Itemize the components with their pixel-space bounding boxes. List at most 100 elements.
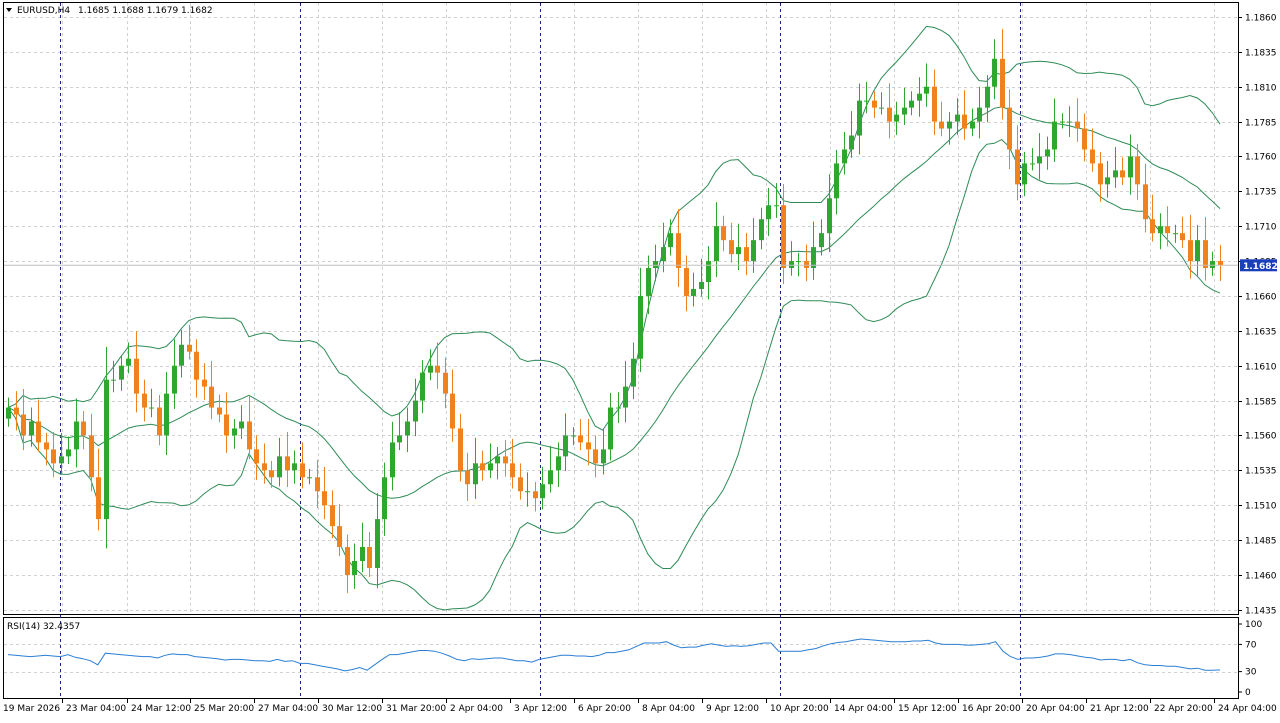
candle (405, 407, 410, 453)
price-tick-label: 1.1510 (1245, 502, 1277, 512)
candle (759, 207, 764, 250)
candle (360, 522, 365, 573)
candle (668, 219, 673, 256)
candle (1143, 163, 1148, 233)
candle (1052, 98, 1057, 163)
price-tick-label: 1.1460 (1245, 572, 1277, 582)
rsi-tick-label: 70 (1245, 640, 1257, 650)
time-tick-label: 14 Apr 04:00 (834, 704, 893, 714)
candle (382, 462, 387, 536)
candle (540, 466, 545, 510)
price-tick-label: 1.1710 (1245, 223, 1277, 233)
candle (616, 392, 621, 423)
candle (879, 92, 884, 115)
candle (924, 63, 929, 107)
candle (315, 459, 320, 508)
candle (804, 244, 809, 282)
candle (811, 221, 816, 280)
candle (1120, 157, 1125, 186)
rsi-panel[interactable] (3, 617, 1239, 699)
candle (1135, 143, 1140, 200)
candle (842, 132, 847, 175)
candle (1067, 106, 1072, 137)
candle (254, 435, 259, 481)
candle (262, 443, 267, 484)
candle (14, 391, 19, 431)
candle (593, 435, 598, 478)
ohlc-values: 1.1685 1.1688 1.1679 1.1682 (78, 6, 213, 16)
candle (1180, 216, 1185, 248)
candle (224, 392, 229, 453)
time-axis[interactable]: 19 Mar 2026 23 Mar 04:00 24 Mar 12:00 25 Ma… (0, 698, 1277, 714)
candles (4, 29, 1238, 594)
candle (992, 39, 997, 100)
candle (563, 413, 568, 472)
current-price-badge: 1.1682 (1240, 259, 1278, 272)
candle (510, 438, 515, 489)
candle (1165, 206, 1170, 247)
candle (277, 437, 282, 487)
triangle-down-icon[interactable] (6, 8, 12, 12)
candle (970, 108, 975, 137)
candle (955, 98, 960, 135)
candle (1022, 151, 1027, 197)
time-tick-label: 24 Apr 04:00 (1218, 704, 1277, 714)
rsi-tick-label: 100 (1245, 620, 1262, 630)
candle (495, 446, 500, 480)
candle (126, 342, 131, 374)
candle (503, 439, 508, 477)
candle (556, 442, 561, 488)
price-tick-label: 1.1560 (1245, 432, 1277, 442)
candle (179, 329, 184, 378)
candle (1203, 217, 1208, 281)
candle (473, 437, 478, 499)
price-tick-label: 1.1660 (1245, 293, 1277, 303)
candle (247, 394, 252, 460)
time-tick-label: 9 Apr 12:00 (706, 704, 759, 714)
candle (1075, 98, 1080, 142)
candle (849, 111, 854, 158)
candle (51, 431, 56, 478)
candle (827, 174, 832, 253)
candle (1210, 251, 1215, 276)
candle (917, 77, 922, 117)
candle (796, 252, 801, 277)
candle (985, 75, 990, 123)
candle (187, 324, 192, 360)
time-tick-label: 16 Apr 20:00 (962, 704, 1021, 714)
candle (119, 355, 124, 391)
candle (1007, 89, 1012, 170)
candle (1188, 214, 1193, 279)
candle (789, 241, 794, 276)
rsi-series (7, 638, 1221, 672)
candle (59, 433, 64, 474)
candle (729, 222, 734, 263)
price-tick-label: 1.1585 (1245, 398, 1277, 408)
candle (1158, 213, 1163, 250)
grid (4, 3, 1238, 673)
candle (6, 397, 11, 427)
candle (1218, 245, 1223, 282)
price-tick-label: 1.1735 (1245, 188, 1277, 198)
price-tick-label: 1.1835 (1245, 49, 1277, 59)
rsi-line (7, 638, 1221, 672)
candle (1173, 224, 1178, 243)
price-tick-label: 1.1760 (1245, 153, 1277, 163)
candle (1098, 151, 1103, 202)
candle (104, 346, 109, 549)
time-tick-label: 19 Mar 2026 (3, 704, 60, 714)
candle (232, 419, 237, 449)
time-tick-label: 6 Apr 20:00 (578, 704, 631, 714)
price-axis[interactable]: 1.1860 1.1835 1.1810 1.1785 1.1760 1.1735 1.17… (1238, 14, 1277, 617)
main-chart-panel[interactable] (3, 2, 1239, 615)
candle (1082, 113, 1087, 162)
candle (1045, 136, 1050, 170)
day-separators (60, 3, 1021, 698)
candle (443, 357, 448, 409)
candle (872, 91, 877, 119)
candle (111, 360, 116, 393)
time-tick-label: 8 Apr 04:00 (642, 704, 695, 714)
candle (397, 412, 402, 451)
